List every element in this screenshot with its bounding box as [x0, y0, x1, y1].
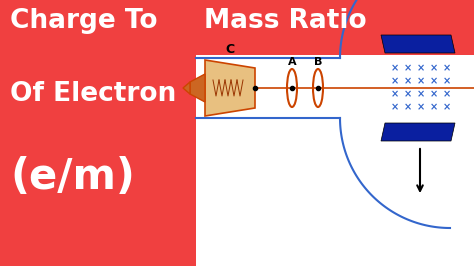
Text: ×: × [391, 63, 399, 73]
Text: ×: × [404, 76, 412, 86]
Text: ×: × [404, 89, 412, 99]
Text: ×: × [430, 76, 438, 86]
Text: C: C [226, 43, 235, 56]
Text: ×: × [391, 102, 399, 112]
Text: Charge To: Charge To [10, 8, 157, 34]
Polygon shape [381, 123, 455, 141]
Text: ×: × [417, 76, 425, 86]
Bar [196, 0, 474, 55]
Text: ×: × [443, 63, 451, 73]
Text: ×: × [443, 89, 451, 99]
Text: ×: × [417, 63, 425, 73]
Text: ×: × [430, 89, 438, 99]
Bar [196, 55, 474, 266]
Text: Of Electron: Of Electron [10, 81, 176, 107]
Polygon shape [381, 35, 455, 53]
Polygon shape [205, 60, 255, 116]
Text: ×: × [430, 102, 438, 112]
Text: Mass Ratio: Mass Ratio [204, 8, 366, 34]
Text: (e/m): (e/m) [10, 156, 135, 198]
Text: ×: × [443, 76, 451, 86]
Text: ×: × [404, 63, 412, 73]
Polygon shape [183, 82, 190, 94]
Text: ×: × [391, 76, 399, 86]
Polygon shape [190, 74, 205, 102]
Text: ×: × [417, 102, 425, 112]
Text: ×: × [443, 102, 451, 112]
Text: A: A [288, 57, 296, 67]
Text: B: B [314, 57, 322, 67]
Text: ×: × [391, 89, 399, 99]
Text: ×: × [430, 63, 438, 73]
Text: ×: × [417, 89, 425, 99]
Text: ×: × [404, 102, 412, 112]
